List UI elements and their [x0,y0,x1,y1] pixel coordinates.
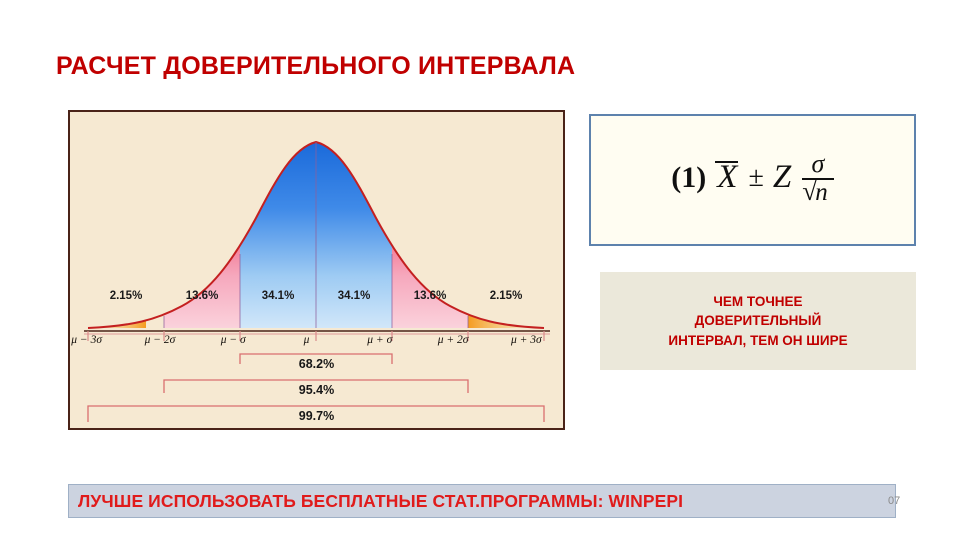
bracket-68 [239,353,393,364]
page-title: РАСЧЕТ ДОВЕРИТЕЛЬНОГО ИНТЕРВАЛА [56,52,576,80]
bottom-banner: ЛУЧШЕ ИСПОЛЬЗОВАТЬ БЕСПЛАТНЫЕ СТАТ.ПРОГР… [68,484,896,518]
sample-mean-symbol: X [715,159,739,196]
normal-distribution-figure: 2.15% 13.6% 34.1% 34.1% 13.6% 2.15% μ − … [68,110,565,430]
bracket-95 [163,379,469,393]
bracket-label-68: 68.2% [298,357,335,371]
formula-box: (1) X ± Z σ n [589,114,916,246]
coverage-brackets [87,353,545,422]
callout-line-2: ДОВЕРИТЕЛЬНЫЙ [694,313,822,329]
page-number: 07 [888,495,901,507]
callout-box: ЧЕМ ТОЧНЕЕ ДОВЕРИТЕЛЬНЫЙ ИНТЕРВАЛ, ТЕМ О… [600,272,916,370]
plus-minus-symbol: ± [748,161,764,193]
banner-text: ЛУЧШЕ ИСПОЛЬЗОВАТЬ БЕСПЛАТНЫЕ СТАТ.ПРОГР… [78,490,684,511]
formula-number: (1) [671,160,707,194]
axis-ticks [87,331,545,341]
bracket-997 [87,405,545,422]
bell-curve-svg [84,140,550,422]
sigma-symbol: σ [811,149,825,179]
standard-error-fraction: σ n [802,150,834,206]
callout-line-1: ЧЕМ ТОЧНЕЕ [713,294,803,310]
z-score-symbol: Z [772,159,792,196]
sqrt-n-symbol: n [802,176,834,206]
figure-canvas: 2.15% 13.6% 34.1% 34.1% 13.6% 2.15% μ − … [70,112,563,428]
bracket-label-997: 99.7% [298,409,335,423]
sigma-dividers [163,142,469,328]
callout-line-3: ИНТЕРВАЛ, ТЕМ ОН ШИРЕ [668,332,848,348]
bracket-label-95: 95.4% [298,383,335,397]
confidence-interval-formula: (1) X ± Z σ n [671,150,834,206]
